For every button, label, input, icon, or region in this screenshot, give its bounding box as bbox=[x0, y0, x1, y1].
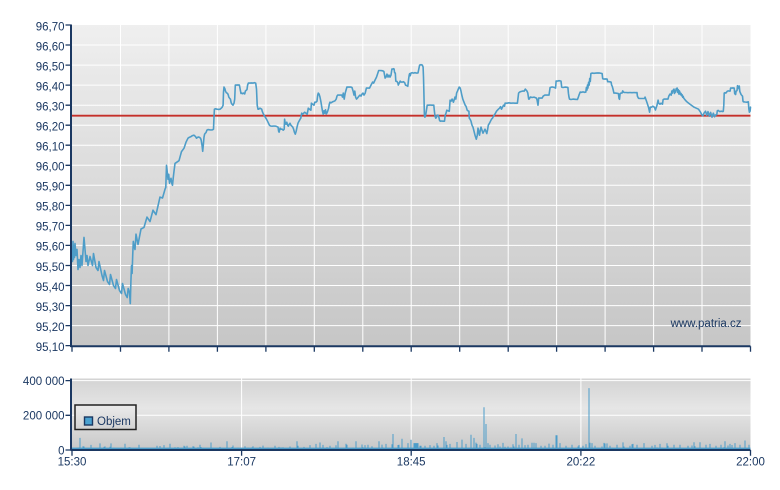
svg-text:95,20: 95,20 bbox=[36, 322, 65, 334]
svg-text:96,70: 96,70 bbox=[36, 21, 65, 33]
svg-text:95,40: 95,40 bbox=[36, 282, 65, 294]
svg-text:17:07: 17:07 bbox=[227, 457, 256, 469]
svg-text:96,50: 96,50 bbox=[36, 61, 65, 73]
svg-text:20:22: 20:22 bbox=[567, 457, 596, 469]
svg-text:96,30: 96,30 bbox=[36, 102, 65, 114]
svg-text:96,40: 96,40 bbox=[36, 81, 65, 93]
svg-text:95,30: 95,30 bbox=[36, 302, 65, 314]
svg-text:200 000: 200 000 bbox=[23, 411, 65, 423]
svg-text:95,80: 95,80 bbox=[36, 202, 65, 214]
svg-text:18:45: 18:45 bbox=[397, 457, 426, 469]
svg-text:0: 0 bbox=[58, 445, 64, 457]
svg-text:96,60: 96,60 bbox=[36, 41, 65, 53]
svg-text:95,50: 95,50 bbox=[36, 262, 65, 274]
svg-text:22:00: 22:00 bbox=[736, 457, 765, 469]
svg-text:95,10: 95,10 bbox=[36, 342, 65, 354]
svg-text:96,00: 96,00 bbox=[36, 162, 65, 174]
svg-text:www.patria.cz: www.patria.cz bbox=[670, 318, 742, 330]
svg-text:Objem: Objem bbox=[97, 416, 131, 428]
svg-text:15:30: 15:30 bbox=[58, 457, 87, 469]
svg-text:96,20: 96,20 bbox=[36, 122, 65, 134]
svg-text:96,10: 96,10 bbox=[36, 142, 65, 154]
svg-text:95,70: 95,70 bbox=[36, 222, 65, 234]
svg-text:400 000: 400 000 bbox=[23, 376, 65, 388]
svg-text:95,90: 95,90 bbox=[36, 182, 65, 194]
svg-text:95,60: 95,60 bbox=[36, 242, 65, 254]
